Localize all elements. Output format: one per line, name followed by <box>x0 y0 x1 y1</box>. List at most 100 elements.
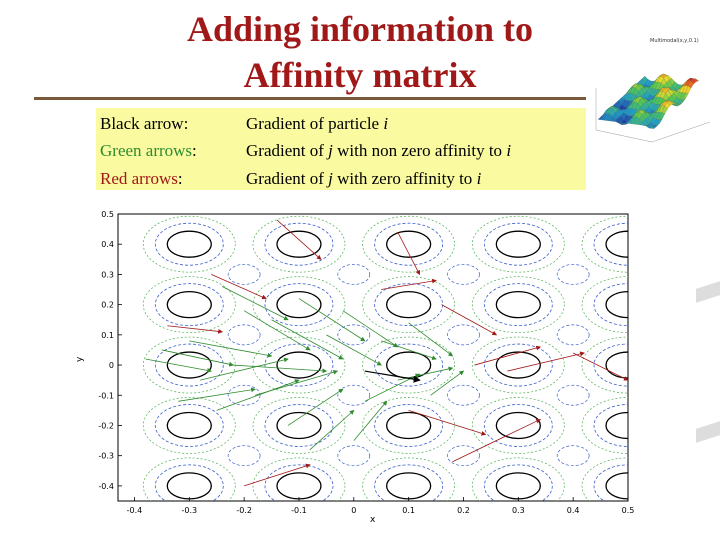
contour-outer <box>142 457 236 501</box>
y-tick: -0.4 <box>98 482 122 491</box>
contour-mid <box>154 404 224 447</box>
x-axis-ticks: -0.4 -0.3 -0.2 -0.1 0 0.1 0.2 0.3 0.4 0.5 <box>127 497 635 515</box>
contour-saddle <box>337 445 371 467</box>
y-tick-label: 0.5 <box>101 210 114 219</box>
contour-saddle <box>556 264 590 285</box>
y-tick-label: -0.3 <box>98 452 114 461</box>
red-arrow <box>397 231 420 276</box>
green-arrow <box>216 379 300 411</box>
green-arrow <box>298 298 366 342</box>
contour-mid <box>264 464 334 501</box>
y-tick-label: 0.2 <box>101 301 114 310</box>
contour-outer <box>252 397 346 454</box>
x-tick-label: 0.4 <box>567 506 580 515</box>
contour-mid <box>593 404 628 447</box>
contour-inner <box>605 472 628 500</box>
title-line-2: Affinity matrix <box>243 55 477 95</box>
contour-saddle <box>556 324 590 346</box>
legend-key-red: Red arrows: <box>100 169 183 188</box>
contour-saddle <box>337 264 371 285</box>
contour-group <box>142 457 236 501</box>
gradient-arrows <box>145 219 628 487</box>
contour-group <box>581 397 628 454</box>
contour-outer <box>362 397 455 454</box>
contour-mid <box>483 283 553 327</box>
black-arrow <box>364 370 421 383</box>
x-tick: 0.3 <box>512 497 525 515</box>
x-axis-label: x <box>370 515 376 525</box>
red-arrow <box>276 219 322 260</box>
contour-outer <box>142 215 236 273</box>
contour-mid <box>374 222 444 266</box>
contour-mid <box>264 222 334 266</box>
green-arrow <box>353 400 388 441</box>
contour-group <box>581 457 628 501</box>
green-arrow <box>178 387 256 402</box>
x-tick-label: 0.5 <box>622 506 635 515</box>
contour-saddle <box>447 324 480 346</box>
contour-saddle <box>447 384 480 406</box>
contour-outer <box>581 397 628 454</box>
contour-group <box>252 215 346 273</box>
contour-group <box>142 397 236 454</box>
surface-mesh <box>597 73 699 129</box>
contour-inner <box>166 351 212 379</box>
x-tick-label: 0.2 <box>457 506 470 515</box>
x-tick-label: -0.1 <box>291 506 307 515</box>
contour-inner <box>385 411 432 440</box>
x-tick-label: -0.3 <box>181 506 197 515</box>
contour-inner <box>166 230 212 258</box>
y-tick: -0.2 <box>98 421 122 430</box>
contour-saddle <box>227 324 261 346</box>
y-axis-ticks: 0.5 0.4 0.3 0.2 0.1 0 -0.1 -0.2 -0.3 -0.4 <box>98 210 122 491</box>
red-arrow <box>452 419 541 463</box>
contour-mid <box>593 283 628 327</box>
green-arrow <box>271 319 344 360</box>
x-tick: -0.4 <box>127 497 142 515</box>
red-arrow <box>572 352 628 381</box>
y-tick: 0 <box>109 361 122 370</box>
contour-outer <box>252 215 346 273</box>
edge-decoration <box>696 281 720 303</box>
contour-mid <box>483 404 553 447</box>
contour-inner <box>276 411 322 440</box>
green-arrow <box>145 358 213 373</box>
x-tick: -0.1 <box>291 497 307 515</box>
surface-cell <box>648 125 655 129</box>
legend-box: Black arrow: Gradient of particle i Gree… <box>96 108 586 190</box>
title-line-1: Adding information to <box>186 9 534 49</box>
green-arrow <box>309 409 355 450</box>
x-tick: 0.1 <box>402 497 415 515</box>
contour-outer <box>362 276 455 333</box>
green-arrow <box>243 310 311 351</box>
red-arrow <box>167 325 223 334</box>
red-arrow <box>381 278 437 290</box>
contour-inner <box>166 411 212 440</box>
x-tick-label: 0 <box>351 506 356 515</box>
x-tick: -0.3 <box>181 497 197 515</box>
contour-outer <box>252 276 346 333</box>
y-tick: -0.3 <box>98 452 122 461</box>
contour-inner <box>385 290 432 319</box>
y-tick: 0.1 <box>101 331 122 340</box>
contour-saddle <box>227 264 261 285</box>
y-tick-label: 0.3 <box>101 270 114 279</box>
contour-outer <box>252 457 346 501</box>
contour-inner <box>276 351 322 379</box>
contour-mid <box>593 222 628 266</box>
legend-key-black: Black arrow: <box>100 114 189 133</box>
red-arrow <box>244 463 311 487</box>
title-divider <box>34 97 586 100</box>
contour-outer <box>471 215 565 273</box>
contour-group <box>142 215 236 273</box>
contour-group <box>471 397 565 454</box>
contour-inner <box>605 230 628 258</box>
y-tick: 0.4 <box>101 240 122 249</box>
contour-group <box>362 397 455 454</box>
contour-mid <box>154 283 224 327</box>
contour-group <box>471 457 565 501</box>
green-arrow <box>430 370 465 396</box>
contour-inner <box>495 230 541 258</box>
contour-mid <box>264 283 334 327</box>
legend-key-green: Green arrows: <box>100 141 197 160</box>
